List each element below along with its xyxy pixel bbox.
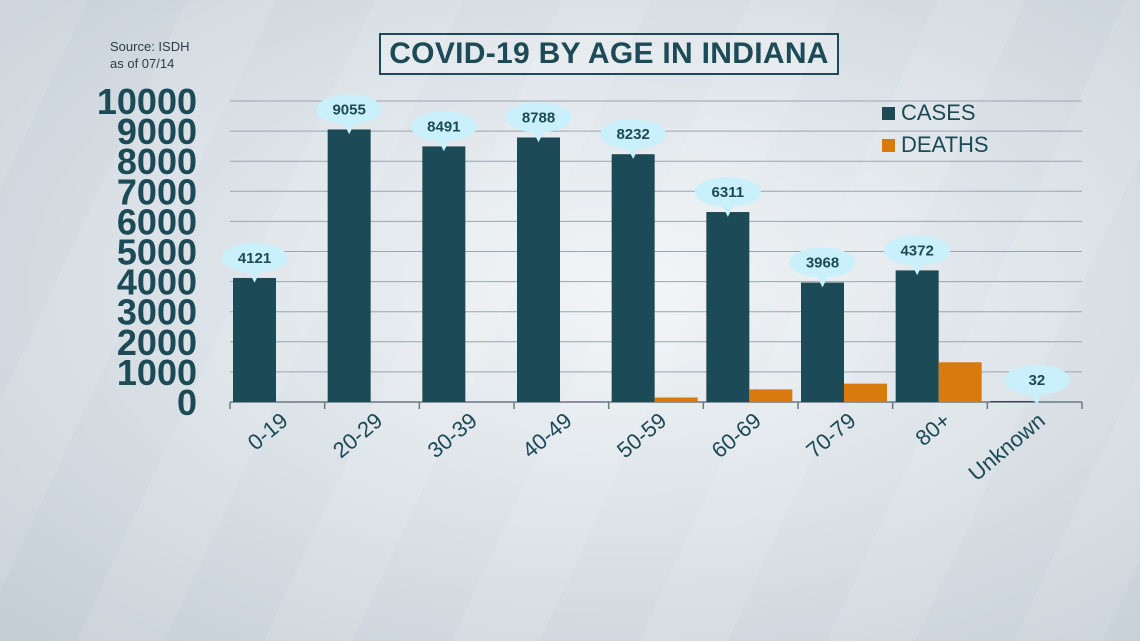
cases-bar	[990, 401, 1034, 402]
data-label-bubble	[789, 247, 856, 288]
deaths-legend-label: DEATHS	[901, 132, 989, 157]
y-tick-label: 1000	[117, 352, 197, 393]
cases-bar	[801, 282, 844, 402]
data-label: 8788	[522, 109, 555, 126]
cases-bar	[233, 277, 276, 402]
cases-legend-swatch	[882, 107, 895, 120]
x-tick-label: 20-29	[328, 408, 387, 463]
data-label: 32	[1028, 372, 1045, 389]
data-label-bubble	[316, 94, 383, 135]
chart-title: COVID-19 BY AGE IN INDIANA	[379, 33, 839, 75]
y-tick-label: 10000	[97, 81, 197, 122]
x-tick-label: 70-79	[801, 408, 860, 463]
data-label-bubble	[1003, 365, 1070, 405]
y-tick-label: 8000	[117, 141, 197, 182]
deaths-bar	[938, 362, 982, 402]
x-tick-label: 0-19	[243, 408, 293, 455]
x-tick-label: 50-59	[612, 408, 671, 463]
deaths-bar	[560, 401, 603, 402]
data-label: 4121	[238, 250, 271, 267]
data-label: 3968	[806, 255, 839, 272]
x-tick-label: 40-49	[517, 408, 576, 463]
data-label: 4372	[900, 242, 933, 259]
source-note: Source: ISDH as of 07/14	[110, 38, 189, 72]
y-tick-label: 0	[177, 382, 197, 423]
data-label: 9055	[332, 101, 365, 118]
deaths-bar	[749, 389, 793, 402]
data-label-bubble	[600, 119, 667, 160]
y-tick-label: 2000	[117, 322, 197, 363]
cases-bar	[895, 270, 939, 402]
data-label: 8491	[427, 118, 460, 135]
y-tick-label: 7000	[117, 171, 197, 212]
data-label-bubble	[505, 102, 572, 143]
source-line: Source: ISDH	[110, 39, 190, 54]
data-label-bubble	[694, 177, 761, 217]
cases-bar	[611, 154, 655, 402]
x-tick-label: Unknown	[964, 408, 1050, 486]
data-label: 8232	[616, 126, 649, 143]
y-tick-label: 6000	[117, 201, 197, 242]
cases-bar	[422, 146, 466, 402]
x-tick-label: 60-69	[707, 408, 766, 463]
cases-bar	[327, 129, 371, 402]
deaths-bar	[844, 383, 887, 402]
cases-bar	[517, 137, 560, 402]
date-line: as of 07/14	[110, 56, 175, 71]
data-label-bubble	[884, 235, 951, 276]
data-label-bubble	[221, 242, 288, 283]
y-tick-label: 9000	[117, 111, 197, 152]
cases-bar	[706, 212, 750, 402]
cases-legend-label: CASES	[901, 100, 976, 125]
y-tick-label: 3000	[117, 292, 197, 333]
deaths-legend-swatch	[882, 139, 895, 152]
data-label-bubble	[410, 111, 477, 152]
x-tick-label: 80+	[911, 408, 956, 451]
y-tick-label: 5000	[117, 232, 197, 273]
deaths-bar	[654, 397, 698, 402]
y-tick-label: 4000	[117, 262, 197, 303]
x-tick-label: 30-39	[423, 408, 482, 463]
data-label: 6311	[712, 184, 745, 201]
